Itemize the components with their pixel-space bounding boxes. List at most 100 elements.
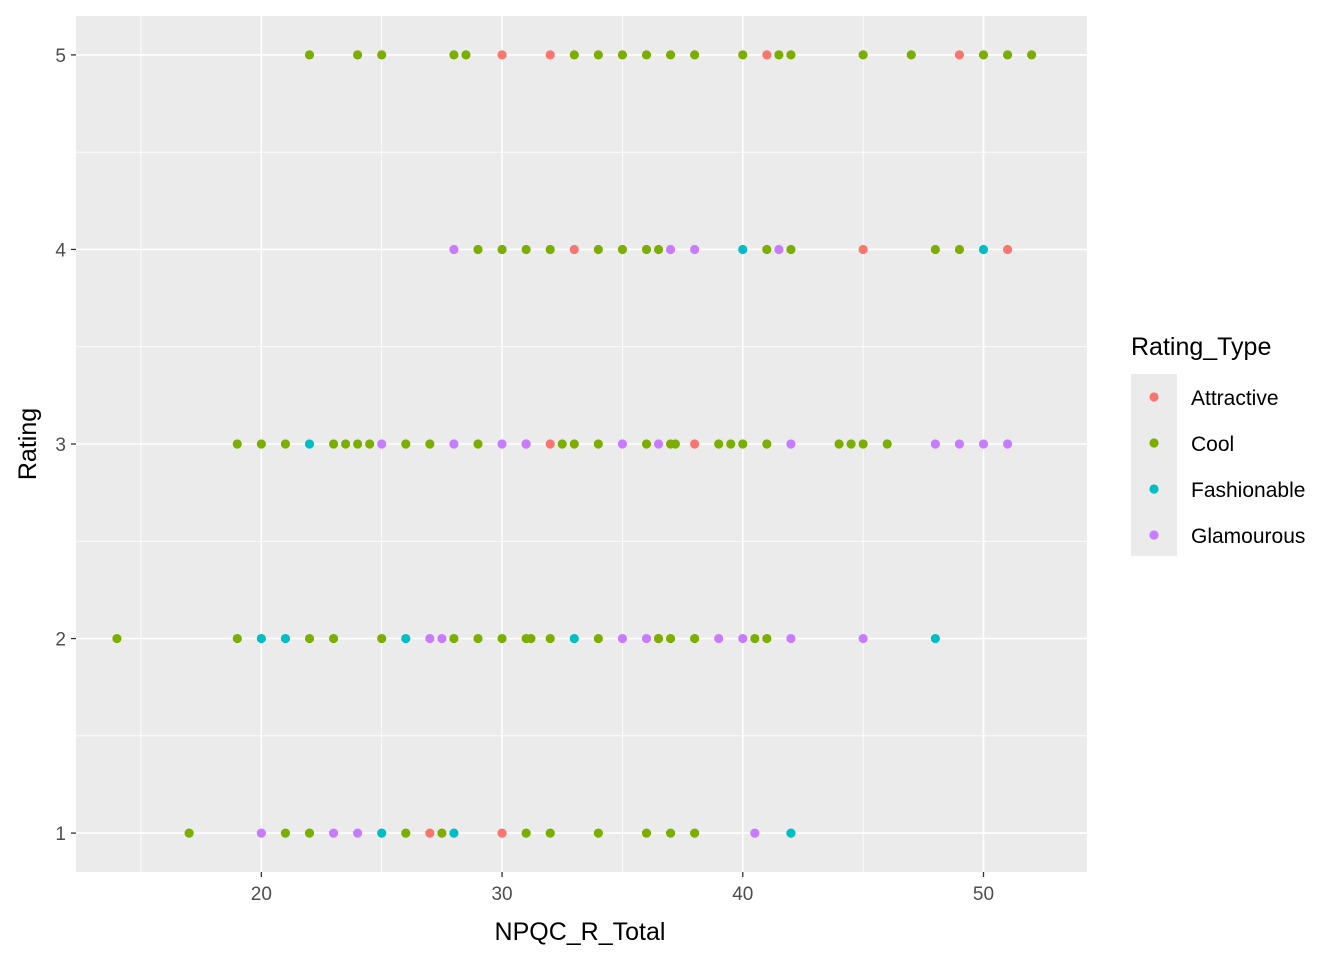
point-cool <box>858 50 868 60</box>
point-glamourous <box>328 828 339 838</box>
point-cool <box>401 828 411 838</box>
point-fashionable <box>978 244 989 255</box>
point-cool <box>665 828 676 838</box>
point-cool <box>184 828 194 838</box>
point-fashionable <box>377 828 387 838</box>
point-cool <box>593 828 603 838</box>
y-tick-label: 3 <box>55 435 66 456</box>
legend-label-attractive: Attractive <box>1191 387 1279 410</box>
point-cool <box>232 439 242 449</box>
point-glamourous <box>665 244 676 255</box>
point-fashionable <box>401 633 411 644</box>
y-tick-label: 4 <box>55 240 66 261</box>
legend-label-fashionable: Fashionable <box>1191 479 1305 502</box>
point-glamourous <box>930 439 940 449</box>
point-cool <box>569 50 579 60</box>
point-cool <box>834 439 844 449</box>
data-points <box>112 50 1037 838</box>
point-cool <box>280 439 291 449</box>
point-cool <box>978 50 989 60</box>
point-cool <box>762 244 772 255</box>
legend-key-cool <box>1149 438 1159 448</box>
point-glamourous <box>449 244 459 255</box>
point-glamourous <box>256 828 266 838</box>
legend-key-glamourous <box>1149 530 1159 540</box>
point-cool <box>641 50 652 60</box>
point-cool <box>670 439 680 449</box>
point-cool <box>521 828 531 838</box>
point-attractive <box>545 50 555 60</box>
point-cool <box>641 244 652 255</box>
point-glamourous <box>425 633 435 644</box>
point-fashionable <box>569 633 579 644</box>
point-cool <box>653 633 664 644</box>
point-cool <box>365 439 375 449</box>
point-cool <box>232 633 242 644</box>
y-axis-ticks: 1 2 3 4 5 <box>55 46 76 845</box>
point-fashionable <box>738 244 748 255</box>
point-cool <box>641 439 652 449</box>
point-glamourous <box>1002 439 1013 449</box>
point-cool <box>341 439 351 449</box>
point-attractive <box>954 50 965 60</box>
point-cool <box>304 50 315 60</box>
point-glamourous <box>750 828 760 838</box>
point-cool <box>714 439 724 449</box>
point-fashionable <box>930 633 940 644</box>
point-cool <box>377 633 387 644</box>
point-glamourous <box>978 439 989 449</box>
point-cool <box>593 439 603 449</box>
point-cool <box>786 50 796 60</box>
point-cool <box>690 828 700 838</box>
point-glamourous <box>617 633 628 644</box>
y-tick-label: 1 <box>55 824 66 845</box>
point-cool <box>1027 50 1037 60</box>
legend-items: Attractive Cool Fashionable Glamourous <box>1149 387 1305 548</box>
point-attractive <box>545 439 555 449</box>
point-cool <box>304 828 315 838</box>
x-axis-ticks: 20 30 40 50 <box>251 872 994 905</box>
point-attractive <box>569 244 579 255</box>
y-tick-label: 2 <box>55 630 66 651</box>
legend-title: Rating_Type <box>1131 333 1271 361</box>
point-cool <box>665 50 676 60</box>
point-cool <box>461 50 471 60</box>
point-glamourous <box>714 633 724 644</box>
point-attractive <box>762 50 772 60</box>
point-cool <box>437 828 447 838</box>
point-cool <box>328 439 339 449</box>
point-cool <box>425 439 435 449</box>
point-cool <box>593 50 603 60</box>
point-attractive <box>497 828 507 838</box>
point-glamourous <box>786 439 796 449</box>
point-attractive <box>497 50 507 60</box>
point-glamourous <box>690 244 700 255</box>
legend: Rating_Type Attractive Cool Fashionable Gla… <box>1131 333 1305 556</box>
y-axis-title: Rating <box>14 408 42 480</box>
point-glamourous <box>954 439 965 449</box>
point-cool <box>353 439 363 449</box>
point-cool <box>738 439 748 449</box>
point-cool <box>401 439 411 449</box>
point-cool <box>256 439 266 449</box>
point-cool <box>690 633 700 644</box>
legend-label-glamourous: Glamourous <box>1191 525 1305 548</box>
point-cool <box>526 633 536 644</box>
point-glamourous <box>774 244 784 255</box>
point-fashionable <box>280 633 291 644</box>
point-cool <box>786 244 796 255</box>
point-cool <box>545 633 555 644</box>
legend-label-cool: Cool <box>1191 433 1234 456</box>
point-glamourous <box>786 633 796 644</box>
point-cool <box>726 439 736 449</box>
legend-keys-background <box>1131 374 1177 556</box>
point-fashionable <box>256 633 266 644</box>
point-cool <box>280 828 291 838</box>
point-cool <box>377 50 387 60</box>
point-attractive <box>1002 244 1013 255</box>
point-cool <box>738 50 748 60</box>
point-cool <box>497 244 507 255</box>
point-glamourous <box>653 439 664 449</box>
point-glamourous <box>377 439 387 449</box>
point-cool <box>906 50 916 60</box>
